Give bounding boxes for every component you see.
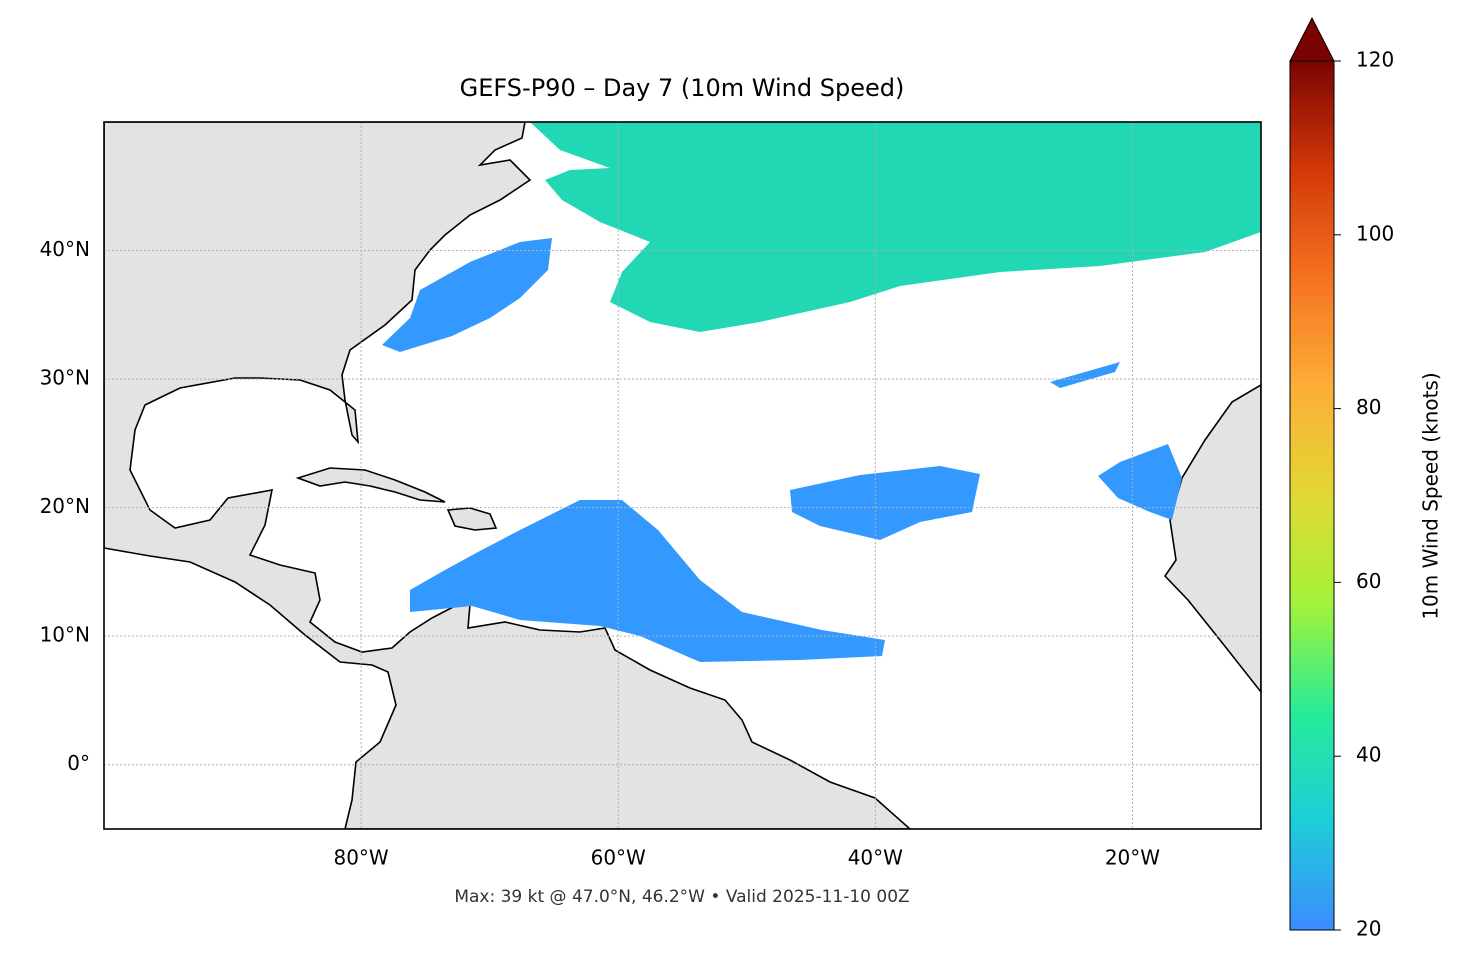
cuba (295, 467, 446, 503)
wind-field (1050, 362, 1120, 388)
annotation: Max: 39 kt @ 47.0°N, 46.2°W • Valid 2025… (454, 887, 909, 907)
y-tick-label: 40°N (40, 237, 90, 261)
africa (1163, 384, 1261, 694)
x-tick-label: 60°W (591, 846, 646, 870)
americas (104, 122, 912, 829)
y-tick-label: 30°N (40, 366, 90, 390)
colorbar-extension (1289, 16, 1335, 62)
colorbar-tick-label: 80 (1356, 395, 1381, 419)
colorbar-tick-label: 20 (1356, 917, 1381, 941)
wind-field (790, 466, 980, 540)
map-frame (103, 121, 1262, 830)
map (104, 122, 1261, 829)
x-tick-label: 20°W (1105, 846, 1160, 870)
colorbar-tick-label: 40 (1356, 743, 1381, 767)
chart-title: GEFS-P90 – Day 7 (10m Wind Speed) (460, 74, 905, 102)
grid (104, 122, 1261, 829)
colorbar-tick-label: 60 (1356, 569, 1381, 593)
wind-field (530, 122, 1261, 332)
y-tick-label: 20°N (40, 494, 90, 518)
y-tick-label: 0° (67, 751, 90, 775)
y-tick-label: 10°N (40, 623, 90, 647)
colorbar-label: 10m Wind Speed (knots) (1419, 372, 1443, 619)
wind-field (382, 238, 552, 352)
wind-field (410, 500, 885, 662)
colorbar (1289, 60, 1335, 931)
colorbar-tick-label: 120 (1356, 48, 1394, 72)
colorbar-tick-label: 100 (1356, 221, 1394, 245)
wind-field (1098, 444, 1182, 520)
x-tick-label: 80°W (333, 846, 388, 870)
x-tick-label: 40°W (848, 846, 903, 870)
